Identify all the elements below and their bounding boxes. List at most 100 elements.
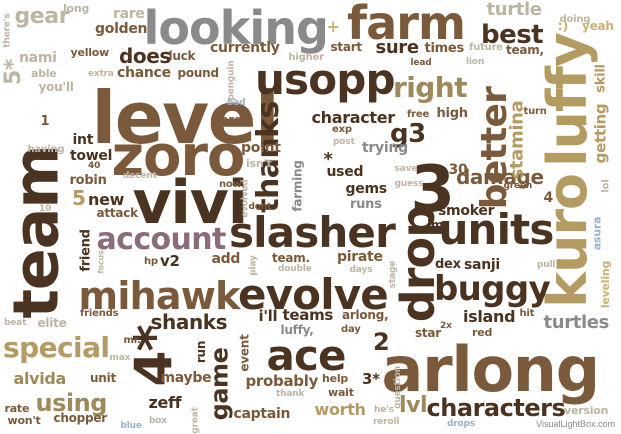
word-ace: ace — [266, 331, 347, 380]
word-elite: elite — [37, 316, 67, 330]
word-captain: captain — [233, 406, 291, 422]
word-focus: focus — [96, 250, 106, 274]
word-vivi: vivi — [132, 168, 249, 238]
word-double: double — [278, 263, 312, 274]
word-luffy: luffy — [535, 33, 599, 167]
word-hp: hp — [144, 256, 158, 267]
word-penguin: penguin — [226, 59, 237, 101]
word-exp: exp — [332, 124, 352, 135]
word-higher: higher — [288, 52, 325, 63]
word-int: int — [72, 132, 94, 148]
word-decent: decent — [123, 170, 157, 181]
word-zoro: zoro — [111, 124, 246, 189]
word-friend: friend — [78, 228, 94, 272]
word-skill: skill — [593, 63, 609, 93]
word-bad: bad — [227, 97, 246, 108]
word-plus: + — [326, 17, 340, 36]
word-hes: he's — [374, 404, 394, 415]
word-1: 1 — [40, 113, 50, 129]
word-chance: chance — [117, 65, 171, 81]
word-special: special — [3, 331, 110, 364]
word-towel: towel — [70, 148, 113, 164]
word-star-s: star — [415, 326, 441, 340]
word-luffy-comma: luffy, — [280, 323, 314, 337]
word-new: new — [88, 190, 125, 209]
word-usopp: usopp — [255, 55, 396, 104]
word-turtle: turtle — [486, 0, 542, 20]
word-wont: won't — [7, 413, 41, 427]
word-golden: golden — [95, 21, 148, 37]
word-island: island — [463, 307, 516, 326]
word-extra: extra — [88, 68, 114, 79]
word-chopper: chopper — [53, 411, 108, 425]
word-smoker: smoker — [438, 203, 495, 219]
word-team-comma: team, — [506, 43, 544, 57]
word-luck: luck — [168, 49, 196, 63]
word-theres: there's — [2, 12, 13, 48]
word-2: 2 — [373, 328, 390, 356]
word-save: save — [394, 163, 418, 174]
word-runs: runs — [350, 196, 382, 212]
word-rare: rare — [113, 6, 145, 22]
word-robin: robin — [69, 172, 107, 188]
word-lvl: lvl — [399, 393, 428, 418]
word-event: event — [237, 334, 252, 372]
word-add: add — [211, 251, 241, 267]
word-30: 30 — [448, 162, 468, 178]
word-beat: beat — [4, 317, 27, 328]
word-friends: friends — [80, 308, 119, 319]
word-getting: getting — [591, 103, 610, 163]
word-mihawk: mihawk — [78, 274, 241, 318]
word-able: able — [31, 66, 57, 80]
word-lion: lion — [466, 56, 485, 67]
word-shanks: shanks — [150, 310, 228, 334]
word-drops: drops — [447, 418, 475, 429]
word-stage: stage — [387, 260, 398, 288]
word-2x: 2x — [440, 320, 452, 331]
word-hit: hit — [519, 308, 535, 319]
word-post: post — [333, 136, 355, 147]
word-isnt: isn't — [246, 156, 272, 170]
word-lead: lead — [410, 57, 432, 68]
word-youll: you'll — [38, 80, 74, 94]
word-help: help — [322, 371, 349, 385]
word-buggy: buggy — [434, 269, 551, 309]
word-v2: v2 — [160, 251, 180, 270]
word-team: team — [0, 145, 73, 319]
word-red: red — [472, 325, 493, 339]
word-used: used — [326, 164, 364, 180]
word-sanji: sanji — [464, 257, 500, 273]
word-yellow: yellow — [70, 45, 110, 59]
word-turn: turn — [523, 106, 547, 117]
word-smiley: :) — [557, 18, 569, 34]
word-thank: thank — [276, 388, 305, 399]
word-units: units — [438, 205, 555, 254]
word-days: days — [349, 264, 373, 275]
word-day: day — [341, 324, 361, 335]
word-5: 5 — [72, 186, 86, 210]
word-character: character — [311, 108, 396, 127]
word-star: * — [323, 149, 333, 170]
word-green: green — [503, 180, 533, 191]
word-future: future — [469, 42, 503, 53]
word-arlong-comma: arlong, — [342, 308, 389, 322]
word-dex: dex — [435, 256, 461, 272]
watermark-credit: VisualLightBox.com — [536, 419, 615, 429]
word-high: high — [436, 105, 468, 121]
word-worth: worth — [314, 400, 366, 419]
word-ill: i'll — [258, 306, 278, 325]
word-turtles: turtles — [543, 312, 610, 333]
word-box: box — [149, 415, 167, 426]
word-rate: rate — [4, 401, 30, 415]
word-start: start — [330, 40, 363, 54]
word-asura: asura — [590, 216, 604, 250]
word-run: run — [194, 340, 209, 364]
word-zeff: zeff — [148, 393, 182, 412]
word-gems: gems — [345, 181, 388, 197]
word-yeah: yeah — [582, 19, 614, 33]
word-slasher: slasher — [229, 208, 396, 257]
word-gear: gear — [14, 4, 70, 29]
word-team-dot: team. — [272, 251, 310, 265]
word-having: having — [27, 144, 65, 155]
